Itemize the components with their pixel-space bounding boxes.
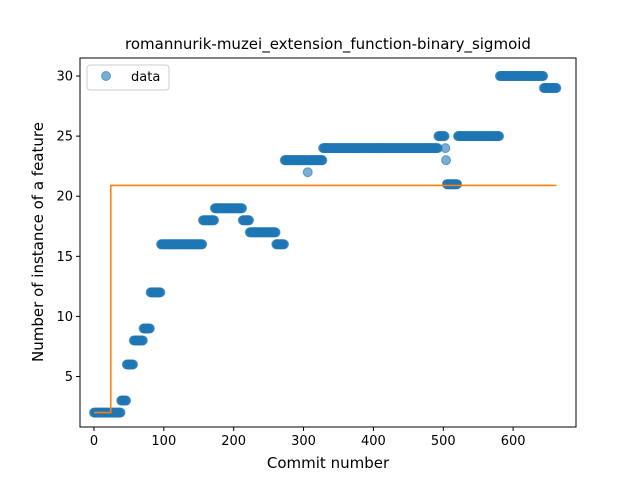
x-tick-label: 400 [361, 434, 386, 449]
scatter-point [128, 359, 139, 370]
x-tick-label: 600 [501, 434, 526, 449]
y-axis-ticks: 5 10 15 20 25 30 [56, 70, 80, 385]
scatter-point [439, 131, 450, 142]
x-axis-label: Commit number [267, 454, 390, 472]
scatter-point [144, 323, 155, 334]
scatter-point [317, 155, 328, 166]
scatter-point [302, 167, 313, 178]
scatter-series-data [88, 71, 562, 418]
x-axis-ticks: 0 100 200 300 400 500 600 [90, 427, 526, 449]
y-tick-label: 5 [65, 370, 73, 385]
scatter-point [209, 215, 220, 226]
scatter-point [278, 239, 289, 250]
y-tick-label: 30 [56, 70, 73, 85]
x-tick-label: 500 [431, 434, 456, 449]
scatter-point [237, 203, 248, 214]
plot-area [88, 71, 562, 418]
fitted-sigmoid-line [93, 184, 557, 414]
scatter-point [441, 155, 452, 166]
scatter-point [137, 335, 148, 346]
scatter-point [197, 239, 208, 250]
scatter-point [115, 407, 126, 418]
chart-title: romannurik-muzei_extension_function-bina… [125, 35, 531, 54]
scatter-point [244, 215, 255, 226]
scatter-point [452, 179, 463, 190]
x-tick-label: 0 [90, 434, 98, 449]
scatter-point [440, 143, 451, 154]
x-tick-label: 100 [151, 434, 176, 449]
scatter-point [121, 395, 132, 406]
scatter-point [551, 83, 562, 94]
legend: data [86, 64, 170, 91]
y-tick-label: 10 [56, 310, 73, 325]
legend-entry-data: data [131, 70, 160, 85]
x-tick-label: 200 [221, 434, 246, 449]
scatter-point [270, 227, 281, 238]
y-tick-label: 15 [56, 250, 73, 265]
y-axis-label: Number of instance of a feature [29, 122, 47, 362]
scatter-point [538, 71, 549, 82]
legend-marker [101, 71, 111, 81]
scatter-point [155, 287, 166, 298]
axes-frame [79, 57, 577, 428]
scatter-point [494, 131, 505, 142]
y-tick-label: 25 [56, 130, 73, 145]
y-tick-label: 20 [56, 190, 73, 205]
x-tick-label: 300 [291, 434, 316, 449]
